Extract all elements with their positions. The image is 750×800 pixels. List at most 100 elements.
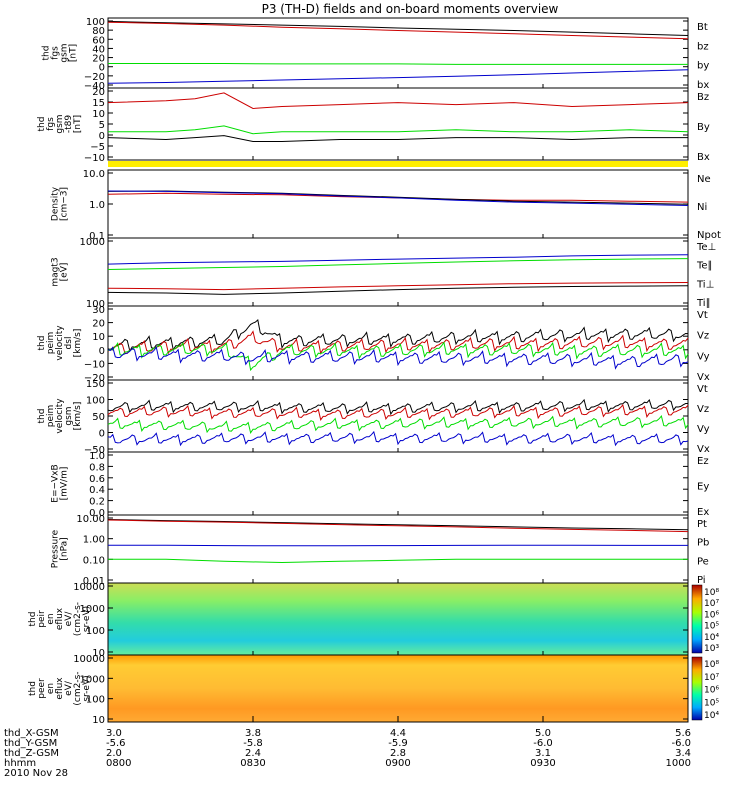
series-line-Ti∥ xyxy=(107,258,689,270)
y-tick-label: 0.8 xyxy=(89,462,105,473)
colorbar-tick: 10⁶ xyxy=(704,610,719,620)
series-line-Vz xyxy=(107,403,689,421)
legend-Ti⊥: Ti⊥ xyxy=(696,279,714,290)
y-axis-label: en xyxy=(46,613,56,624)
ephemeris-table: thd_X-GSM 3.0 3.8 4.4 5.0 5.6 thd_Y-GSM -5.6 -5.… xyxy=(4,84,691,779)
y-axis-label: thd xyxy=(37,409,47,424)
y-axis-label: eflux xyxy=(55,677,65,700)
legend-Bx: Bx xyxy=(697,152,710,163)
y-tick-label: 10.0 xyxy=(83,169,105,180)
data-gap-bar xyxy=(108,161,688,167)
ephemeris-row-label: thd_Z-GSM xyxy=(4,748,59,759)
y-axis-label: -t89 xyxy=(64,115,74,134)
spectrogram xyxy=(108,583,688,655)
legend-By: By xyxy=(697,122,710,133)
y-axis-label: [nT] xyxy=(73,115,83,133)
y-axis-label: velocity xyxy=(55,398,65,434)
y-tick-label: 10000 xyxy=(73,582,105,593)
y-tick-label: 1000 xyxy=(80,674,105,685)
colorbar-tick: 10⁸ xyxy=(704,660,719,670)
ephemeris-value: 4.4 xyxy=(390,728,406,739)
series-line-by xyxy=(108,63,688,65)
series-line-Pi xyxy=(108,544,688,547)
legend-Pb: Pb xyxy=(697,538,709,549)
legend-Ex: Ex xyxy=(697,507,709,518)
series-line-Te⊥ xyxy=(107,282,689,291)
y-axis-label: E=−VxB xyxy=(51,464,61,502)
panel-7: 1.00.80.60.40.20.0 E=−VxB [mV/m] Ez Ey Ex xyxy=(51,451,710,519)
ephemeris-value: -5.9 xyxy=(388,738,408,749)
y-axis-label: gsm xyxy=(64,406,74,425)
y-tick-label: 30 xyxy=(92,305,105,316)
legend-Vy: Vy xyxy=(697,351,710,362)
ephemeris-value: -5.6 xyxy=(106,738,126,749)
ephemeris-value: 2.4 xyxy=(245,748,261,759)
y-axis-label: fgs xyxy=(46,117,56,131)
y-tick-label: 0 xyxy=(99,63,105,74)
legend-Vt: Vt xyxy=(697,310,708,321)
y-tick-label: 50 xyxy=(92,412,105,423)
y-tick-label: 20 xyxy=(92,54,105,65)
colorbar xyxy=(691,584,703,654)
y-tick-label: 0.0 xyxy=(89,508,105,519)
legend-Ne: Ne xyxy=(697,174,711,185)
y-tick-label: −10 xyxy=(84,153,105,164)
y-tick-label: 100 xyxy=(86,396,105,407)
legend-Npot: Npot xyxy=(697,230,721,241)
y-tick-label: 15 xyxy=(92,98,105,109)
y-tick-label: 0 xyxy=(99,429,105,440)
series-line-bz xyxy=(107,21,689,40)
series-line-Pt xyxy=(107,519,689,531)
series-line-Vz xyxy=(107,330,689,355)
series-line-Bz xyxy=(107,92,689,110)
ephemeris-value: 3.8 xyxy=(245,728,261,739)
panel-5: 30 20 10 0 −10 −20 thd peim velocity dsl [km/s] Vt V… xyxy=(37,305,710,384)
colorbar xyxy=(691,656,703,721)
series-line-Ti⊥ xyxy=(107,254,689,265)
colorbar-tick: 10³ xyxy=(704,644,719,654)
y-axis-label: fgs xyxy=(51,46,61,60)
colorbar-tick: 10⁸ xyxy=(704,588,719,598)
colorbar-tick: 10⁷ xyxy=(704,673,719,683)
y-axis-label: Pressure xyxy=(51,529,61,568)
legend-Ni: Ni xyxy=(697,202,707,213)
ephemeris-value: 5.0 xyxy=(535,728,551,739)
series-line-Bt xyxy=(107,20,689,36)
legend-Te⊥: Te⊥ xyxy=(696,242,716,253)
y-axis-label: [cm−3] xyxy=(60,187,70,221)
y-axis-label: [nT] xyxy=(69,44,79,62)
y-tick-label: −50 xyxy=(84,445,105,456)
spectrogram xyxy=(108,655,688,722)
y-tick-label: −20 xyxy=(84,373,105,384)
legend-Pi: Pi xyxy=(697,575,706,586)
panel-frame xyxy=(107,237,689,307)
y-axis-label: gsm xyxy=(55,114,65,133)
ephemeris-value: 0900 xyxy=(385,758,410,769)
ephemeris-value: -5.8 xyxy=(243,738,263,749)
y-axis-label: thd xyxy=(37,336,47,351)
series-line-bx xyxy=(107,69,689,84)
y-tick-label: 0.6 xyxy=(89,474,105,485)
y-axis-label: eV/ xyxy=(64,611,74,627)
series-line-Vx xyxy=(107,430,689,447)
panel-6: 150 100 50 0 −50 thd peim velocity gsm [km/s] Vt Vz… xyxy=(37,379,710,456)
y-tick-label: 0.10 xyxy=(83,555,105,566)
series-line-Bx xyxy=(107,135,688,142)
y-axis-label: thd xyxy=(28,681,38,696)
y-axis-label: en xyxy=(46,683,56,694)
y-tick-label: 0.2 xyxy=(89,497,105,508)
y-axis-label: sr-eV) xyxy=(82,675,92,701)
colorbar-tick: 10⁴ xyxy=(704,711,719,721)
y-axis-label: [km/s] xyxy=(73,402,83,431)
legend-Te∥: Te∥ xyxy=(696,261,713,272)
ephemeris-value: 3.1 xyxy=(535,748,551,759)
y-axis-label: thd xyxy=(42,46,52,61)
series-line-Vt xyxy=(107,398,688,416)
y-tick-label: 0.1 xyxy=(89,231,105,242)
legend-Ez: Ez xyxy=(697,456,709,467)
ephemeris-value: 3.4 xyxy=(675,748,691,759)
